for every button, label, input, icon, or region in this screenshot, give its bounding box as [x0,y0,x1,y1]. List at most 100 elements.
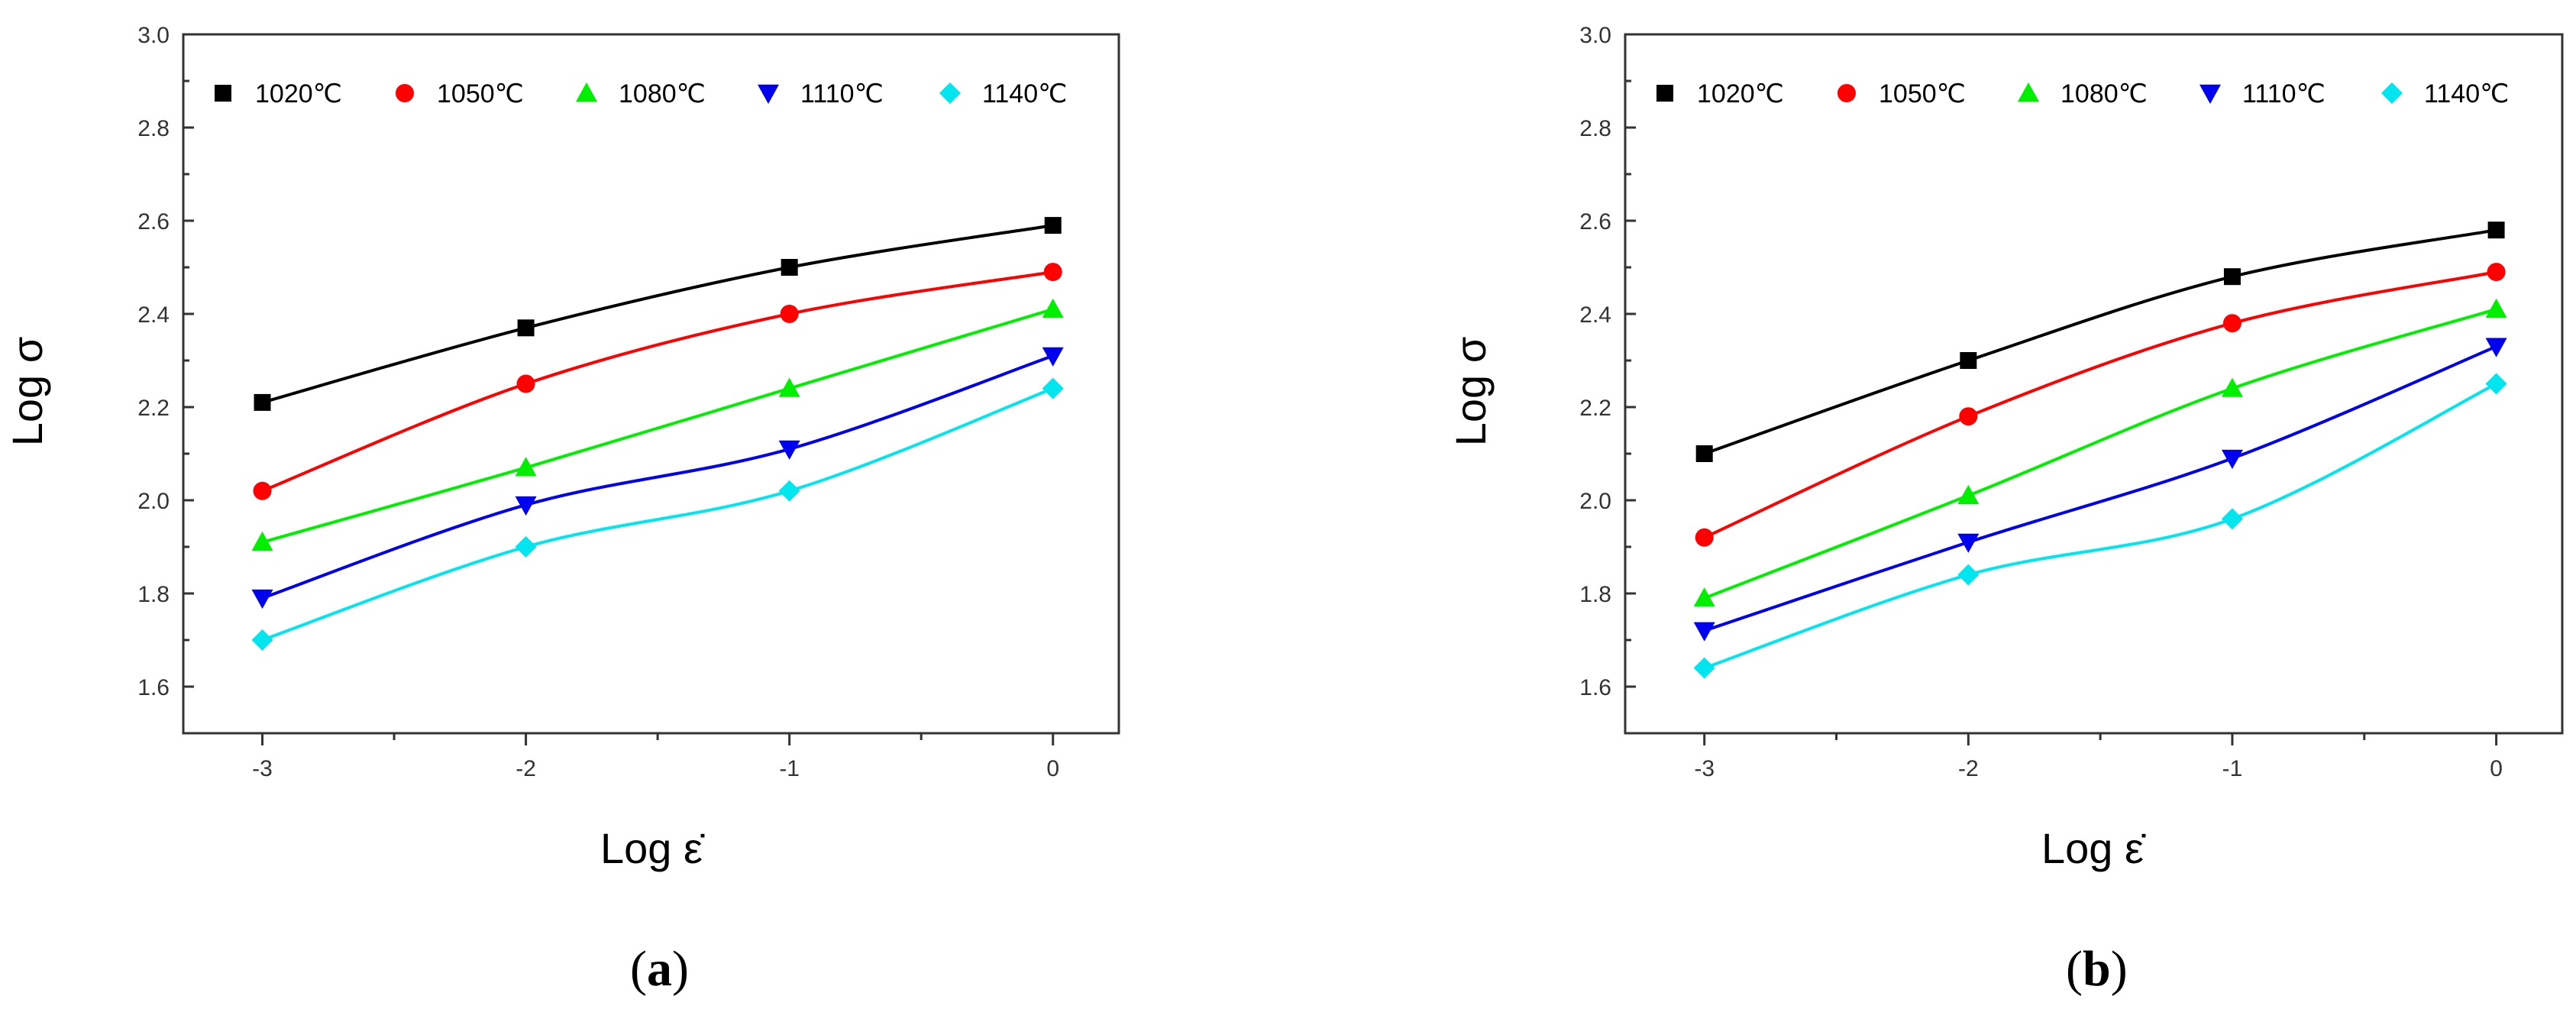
caption-open: ( [2066,941,2083,997]
y-tick-label: 1.6 [137,675,170,700]
plot-frame [182,33,1120,735]
data-point-2 [2485,298,2507,318]
chart-panel-b: 1.6 1.8 2.0 2.2 2.4 2.6 2.8 3.0 -3 -2 -1 0 Log ε̇ Log… [1446,23,2564,997]
data-point-2 [1957,484,1980,505]
series-line-3 [1704,344,2497,632]
x-tick-label: -2 [1958,756,1979,781]
legend-label: 1080℃ [619,79,706,108]
series-line-1 [261,270,1054,493]
y-tick-label: 3.0 [137,23,170,48]
data-point-3 [778,440,800,460]
x-axis-title: Log ε̇ [2041,824,2146,872]
legend-marker-0 [215,85,231,102]
legend-label: 1020℃ [255,79,342,108]
y-tick-label: 1.8 [137,582,170,607]
series-line-4 [1704,382,2497,670]
data-point-4 [1957,564,1980,586]
y-tick-label: 2.4 [137,302,170,328]
data-point-3 [251,589,273,609]
x-tick-label: -3 [1694,756,1715,781]
legend-label: 1140℃ [982,79,1067,108]
legend-marker-1 [396,84,414,102]
data-point-4 [1042,377,1064,399]
plot-frame [1624,33,2564,735]
legend-label: 1050℃ [437,79,524,108]
legend-marker-2 [576,82,597,102]
caption-letter: a [647,941,672,997]
data-point-1 [2487,263,2506,282]
x-tick-label: 0 [2490,756,2503,781]
y-tick-label: 2.2 [1579,396,1611,421]
legend-label: 1020℃ [1697,79,1784,108]
series-line-4 [261,386,1054,642]
legend-label: 1050℃ [1879,79,1966,108]
x-tick-label: -3 [252,756,273,781]
x-tick-label: -2 [516,756,536,781]
data-point-1 [1959,407,1978,426]
x-tick-label: 0 [1046,756,1059,781]
x-tick-label: -1 [779,756,800,781]
data-point-1 [780,305,799,323]
legend-marker-0 [1656,85,1673,102]
data-point-3 [515,496,537,516]
panel-caption: (b) [2066,941,2128,997]
data-point-0 [517,319,535,337]
data-point-1 [253,481,272,500]
data-point-4 [1693,657,1715,679]
data-point-4 [251,629,273,651]
y-tick-label: 2.4 [1579,302,1611,328]
legend-marker-1 [1837,84,1856,102]
legend: 1020℃ 1050℃ 1080℃ 1110℃ 1140℃ [1656,79,2509,108]
series-line-2 [261,307,1054,544]
y-tick-label: 3.0 [1579,23,1611,48]
series-line-0 [261,224,1054,404]
legend-marker-4 [939,82,961,104]
series-line-2 [1703,307,2497,600]
y-tick-label: 2.0 [1579,489,1611,514]
data-point-3 [1042,347,1064,367]
series-line-1 [1703,270,2497,539]
legend-marker-4 [2381,82,2403,104]
y-tick-label: 2.8 [1579,116,1611,141]
data-point-3 [1957,533,1980,553]
y-axis-title: Log σ [1446,337,1495,447]
data-point-4 [515,536,537,558]
data-point-3 [2485,338,2507,357]
legend-label: 1110℃ [800,79,884,108]
series-line-3 [261,354,1054,600]
caption-close: ) [2111,941,2128,997]
y-tick-label: 2.2 [137,396,170,421]
data-point-0 [1960,352,1977,369]
y-tick-label: 2.6 [1579,209,1611,234]
x-tick-label: -1 [2222,756,2243,781]
y-axis-title: Log σ [3,337,51,447]
data-point-2 [515,457,537,477]
panel-caption: (a) [630,941,689,997]
data-point-0 [254,393,271,411]
data-point-2 [1042,298,1064,318]
data-point-3 [2221,449,2243,470]
data-point-4 [2485,373,2507,395]
data-point-3 [1693,622,1715,642]
caption-letter: b [2083,941,2111,997]
legend-label: 1140℃ [2424,79,2509,108]
data-point-1 [516,374,535,393]
data-point-1 [1695,528,1714,547]
chart-panel-a: 1.6 1.8 2.0 2.2 2.4 2.6 2.8 3.0 -3 -2 -1 0 Log ε̇ Log… [3,23,1120,997]
legend: 1020℃ 1050℃ 1080℃ 1110℃ 1140℃ [215,79,1067,108]
y-tick-label: 1.8 [1579,582,1611,607]
legend-label: 1080℃ [2060,79,2148,108]
y-tick-label: 2.6 [137,209,170,234]
caption-close: ) [672,941,689,997]
data-point-2 [778,377,800,397]
data-point-1 [1043,263,1062,282]
caption-open: ( [630,941,647,997]
data-point-2 [1693,587,1715,607]
data-point-4 [2221,508,2243,530]
data-point-2 [2221,377,2243,397]
data-point-1 [2222,314,2241,333]
data-point-2 [251,531,273,551]
data-point-0 [1695,445,1713,462]
data-point-0 [2487,221,2505,239]
